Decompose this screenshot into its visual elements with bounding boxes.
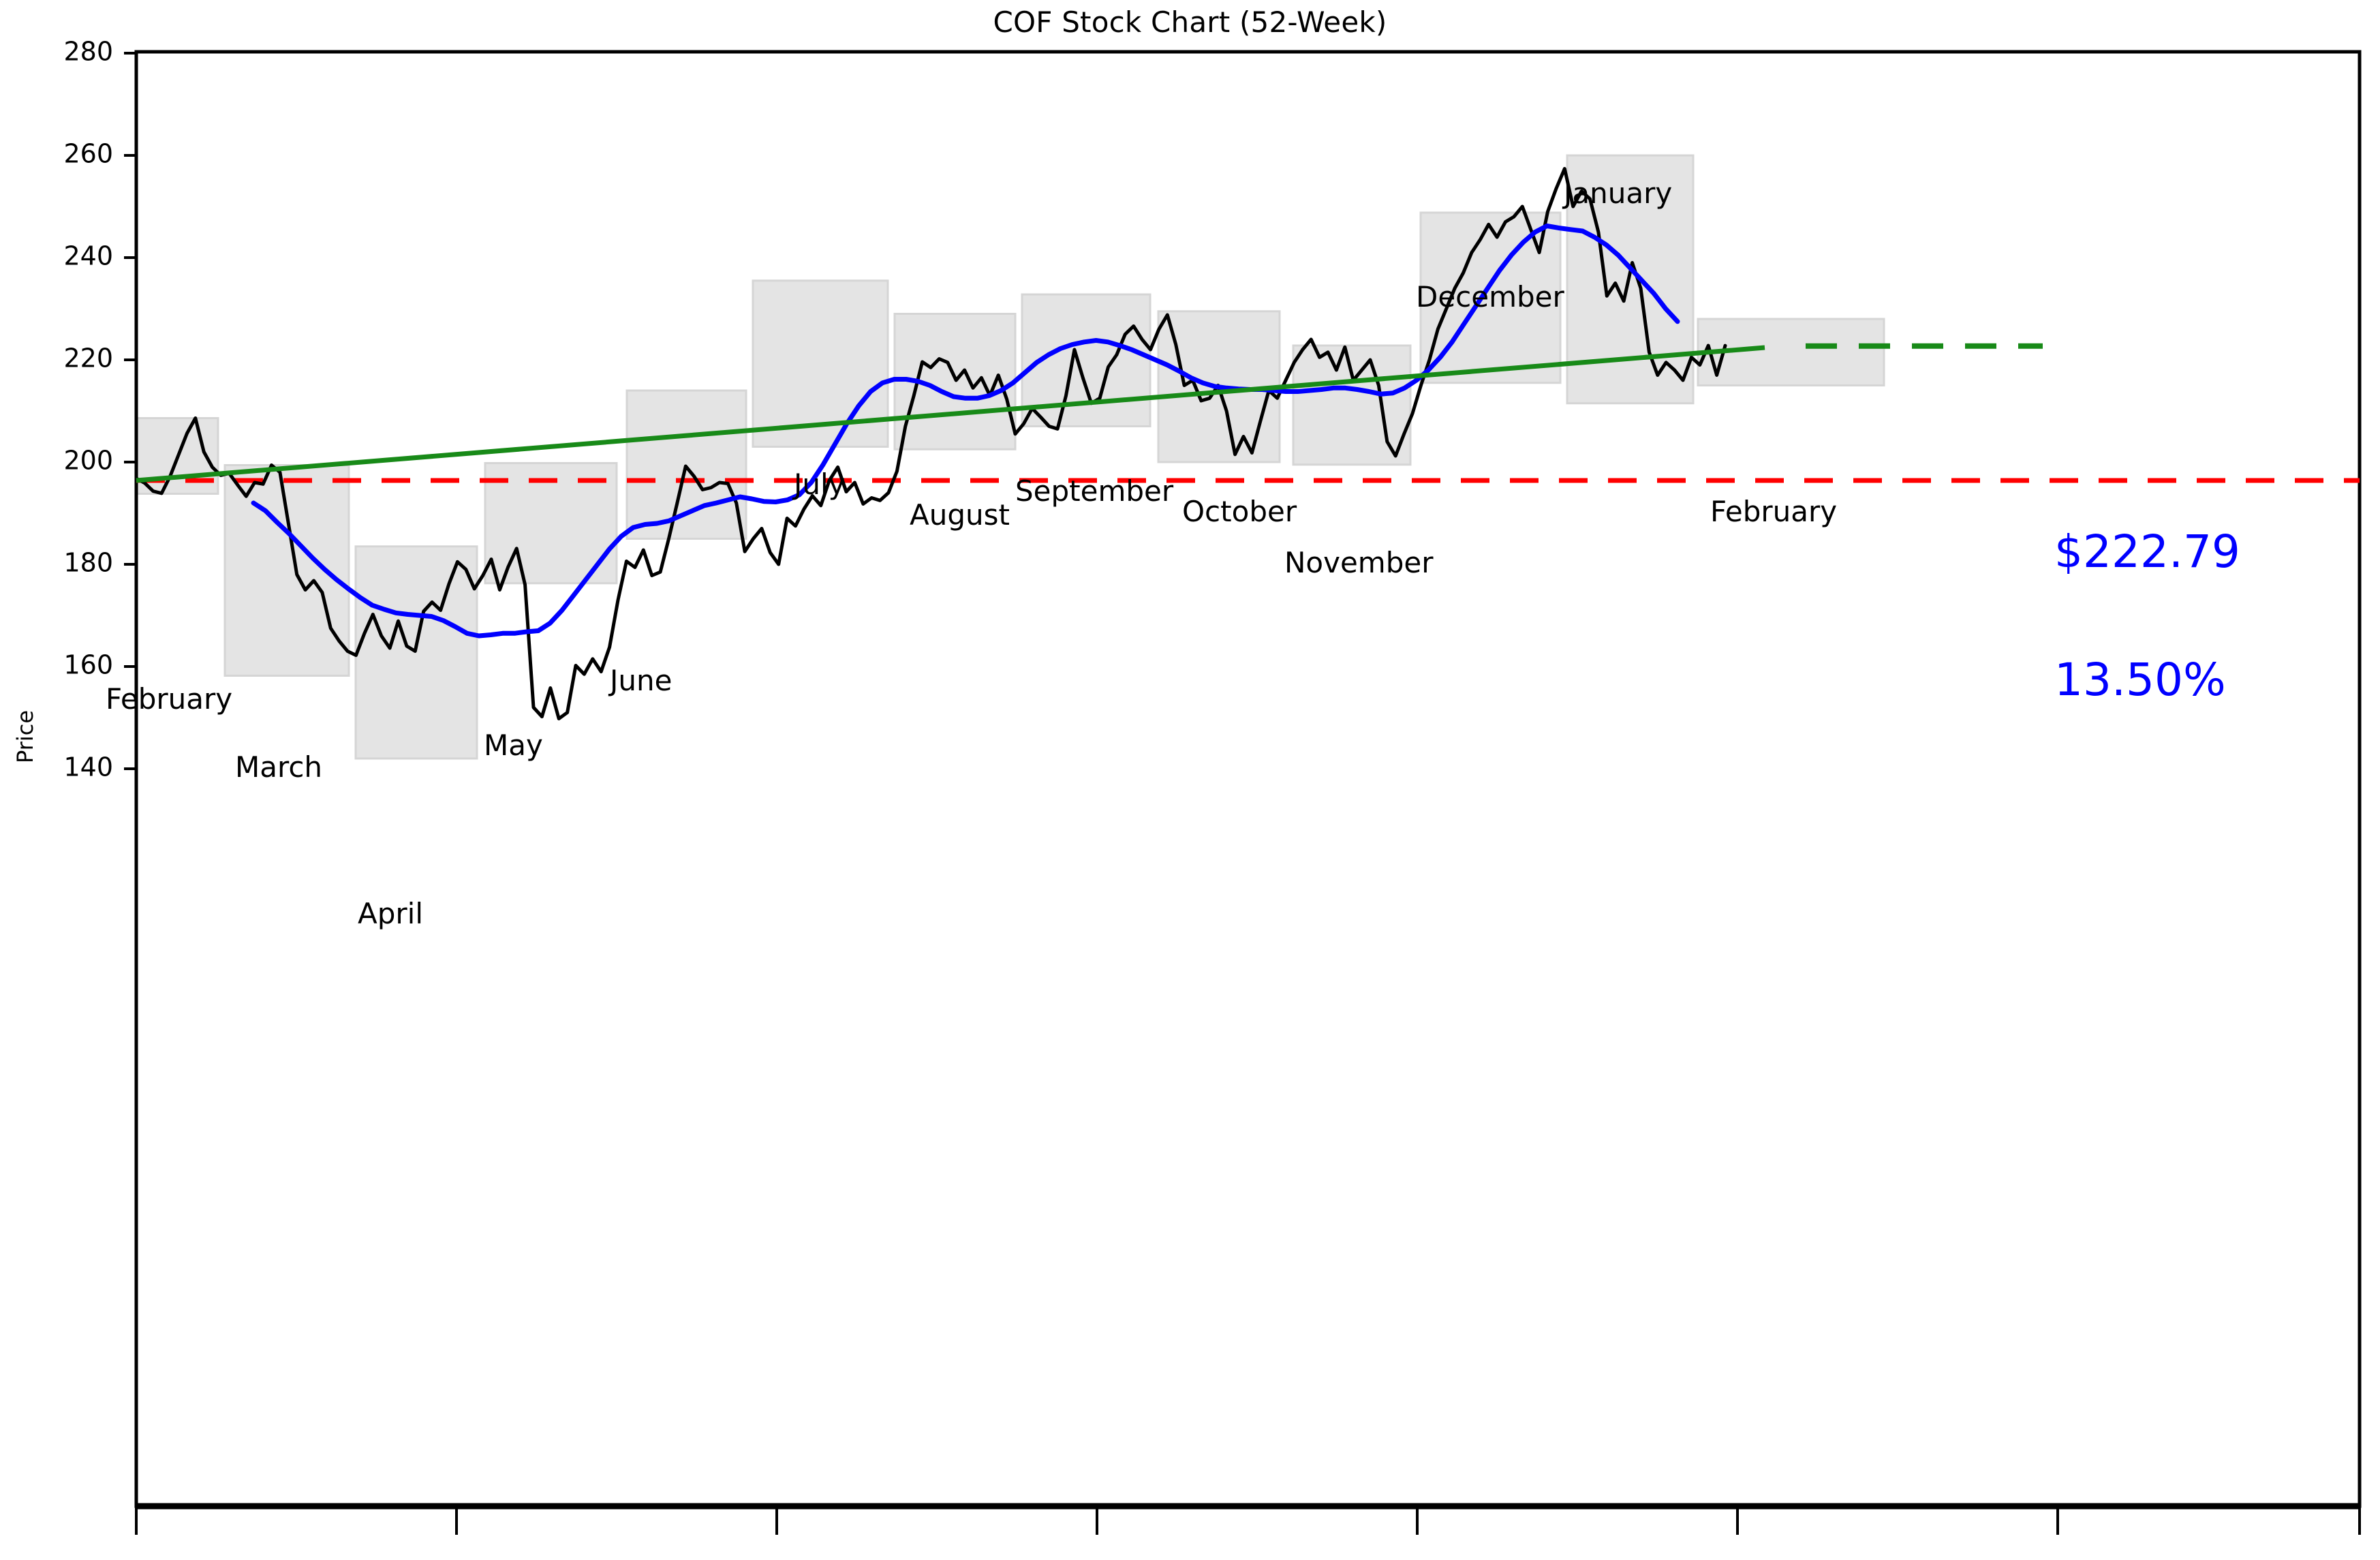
month-band [484, 462, 618, 585]
month-label: May [484, 729, 543, 762]
y-tick-label: 160 [63, 650, 113, 680]
month-label: November [1284, 546, 1434, 579]
month-label: September [1015, 474, 1174, 508]
month-label: February [1710, 495, 1837, 528]
y-tick-label: 260 [63, 139, 113, 169]
chart-title: COF Stock Chart (52-Week) [993, 5, 1387, 39]
y-tick-label: 280 [63, 37, 113, 67]
trend-line [136, 345, 1765, 483]
month-label: July [792, 468, 846, 501]
month-band [223, 464, 350, 677]
chart-annotations: $222.79 13.50% [2054, 525, 2240, 706]
month-band [1292, 344, 1412, 466]
month-label: October [1182, 495, 1297, 528]
y-tick-label: 240 [63, 241, 113, 271]
y-tick-label: 140 [63, 752, 113, 782]
y-tick-label: 180 [63, 548, 113, 578]
month-label: December [1416, 280, 1565, 313]
month-label: June [608, 664, 672, 697]
month-label: August [910, 498, 1010, 532]
y-tick-label: 220 [63, 343, 113, 373]
month-label: April [358, 897, 423, 930]
price-line [134, 167, 1727, 720]
moving-average-line [251, 224, 1680, 639]
y-tick-label: 200 [63, 446, 113, 476]
month-label: January [1562, 177, 1672, 210]
month-label: March [235, 750, 322, 784]
axes [124, 50, 2362, 1535]
month-labels: FebruaryMarchAprilMayJuneJulyAugustSepte… [106, 177, 1837, 930]
month-band [354, 545, 478, 760]
month-shading-bands [135, 154, 1885, 760]
data-lines [134, 167, 2043, 720]
month-label: February [106, 682, 232, 716]
month-band [625, 389, 747, 540]
period-change-annotation: 13.50% [2054, 654, 2226, 706]
last-price-annotation: $222.79 [2054, 525, 2240, 578]
y-tick-labels: 280 260 240 220 200 180 160 140 [63, 37, 113, 782]
